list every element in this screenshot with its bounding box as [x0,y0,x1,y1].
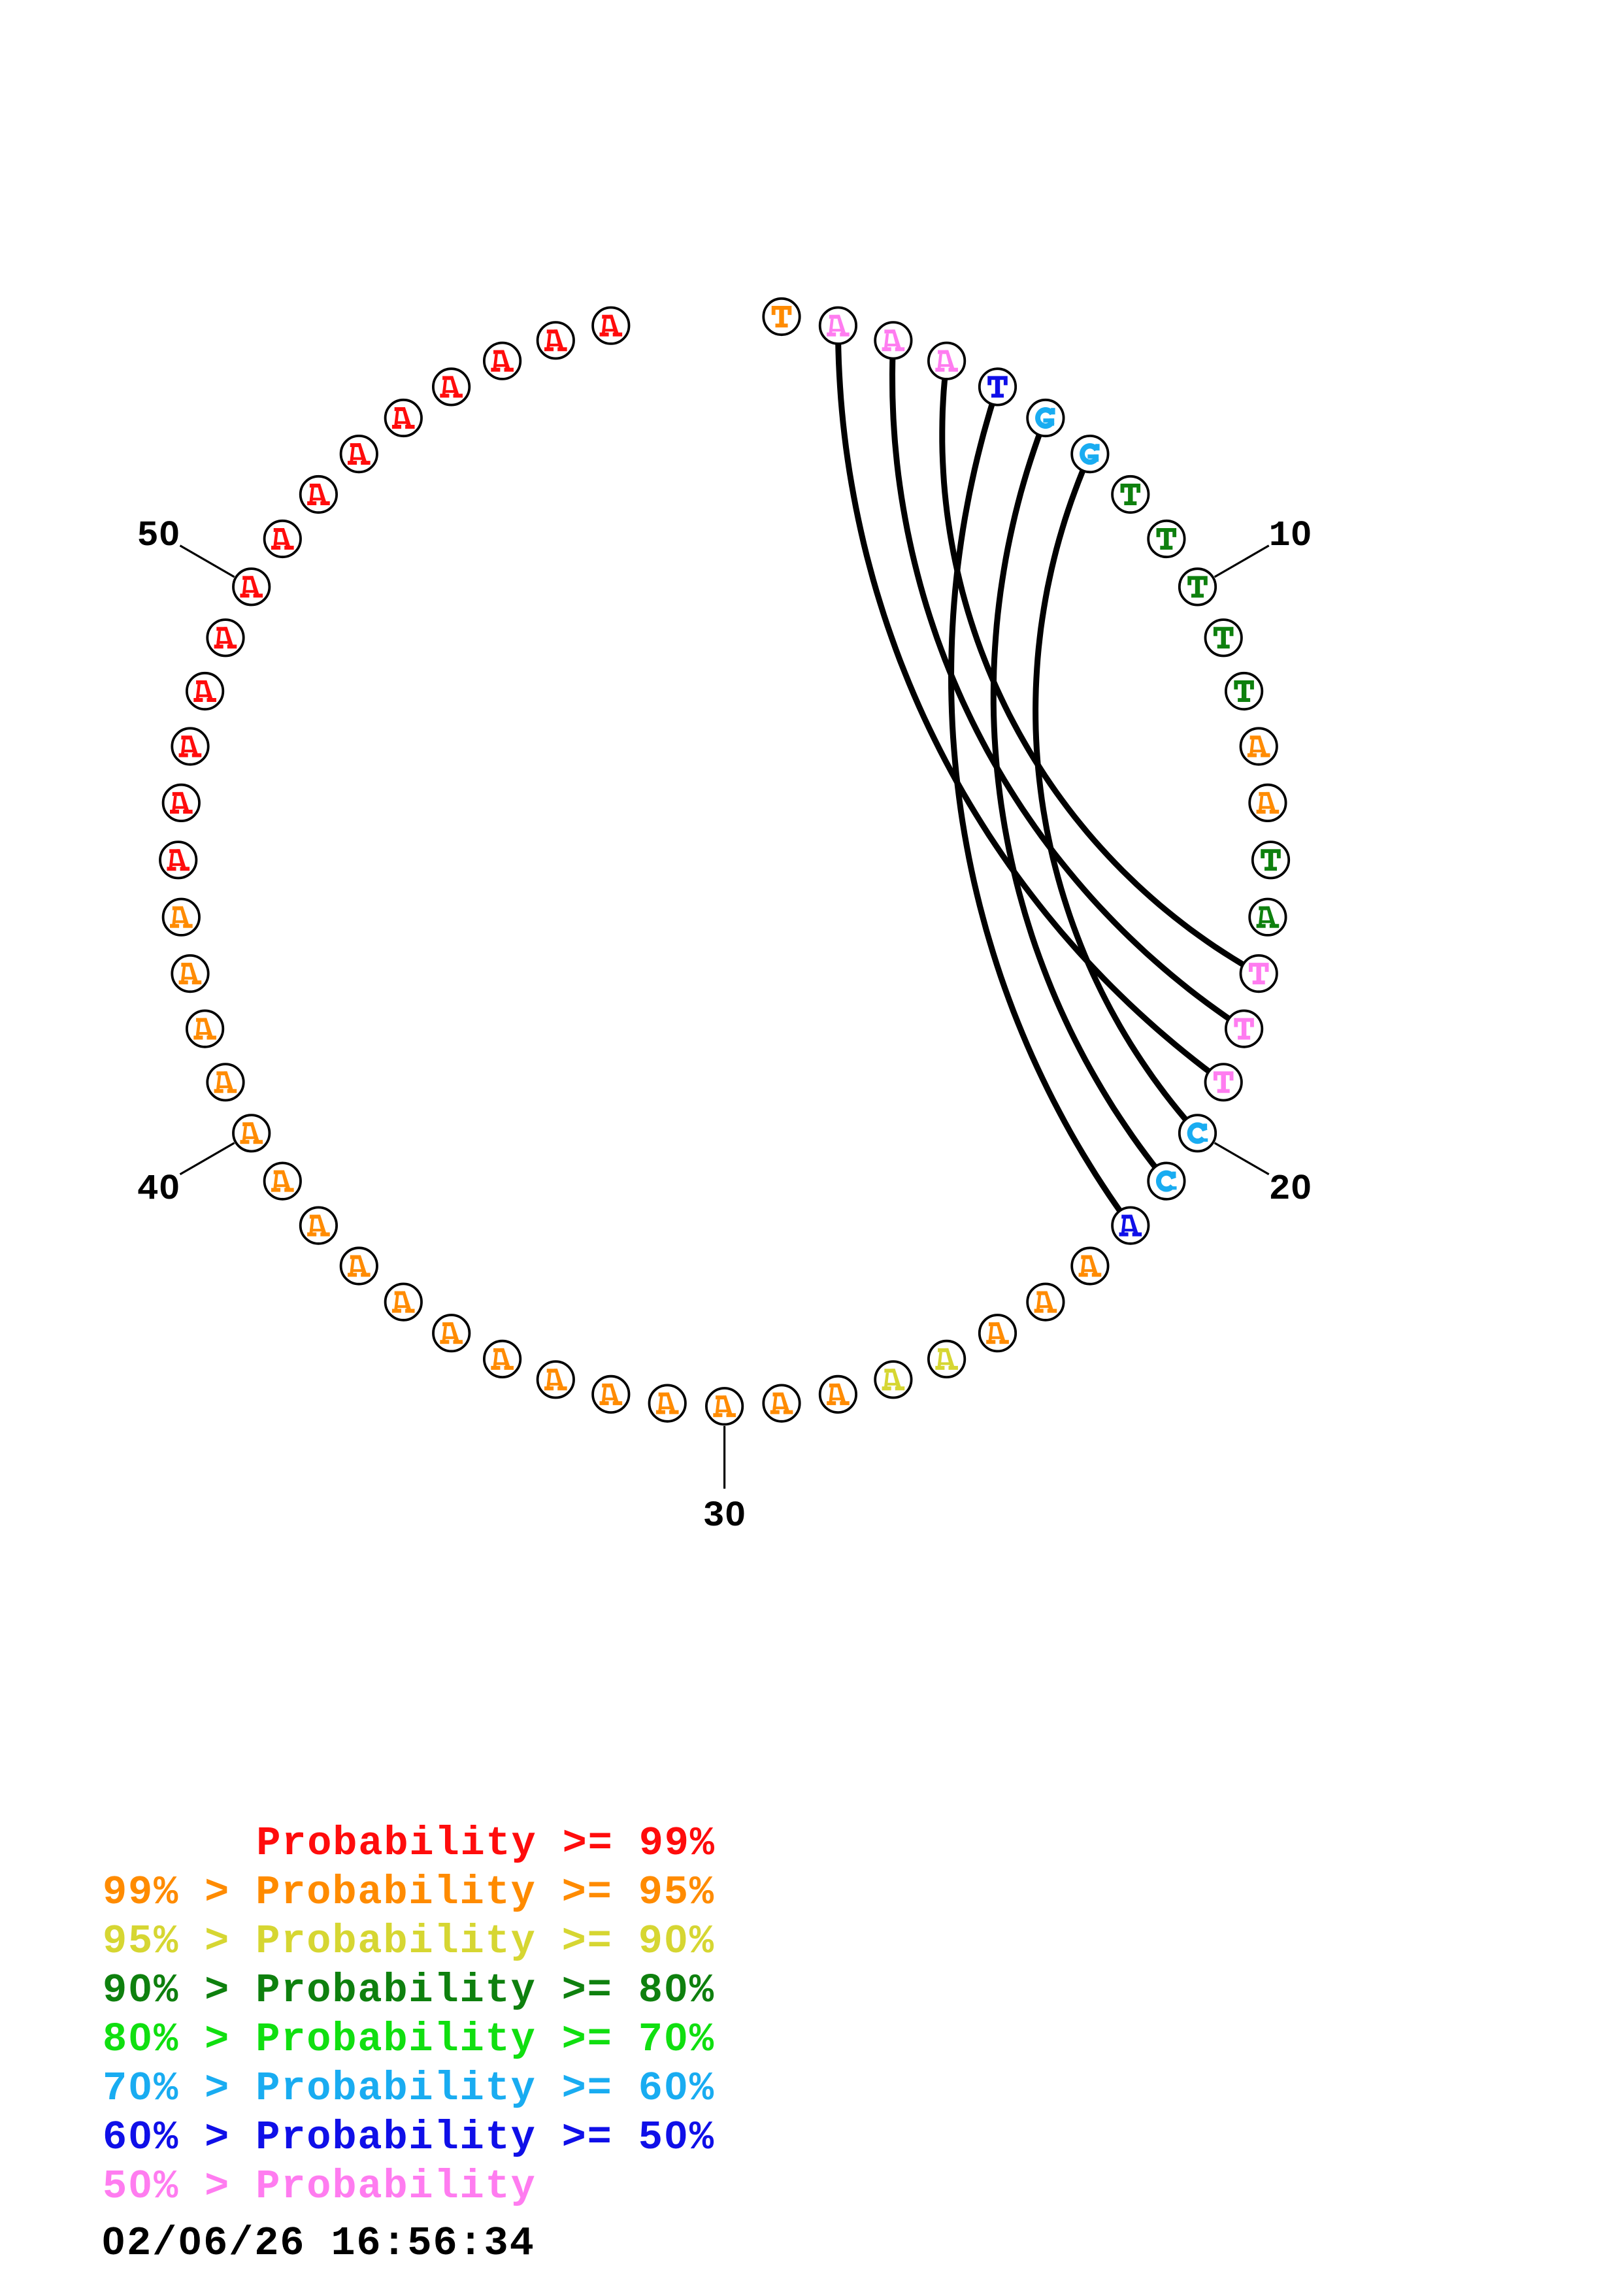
svg-text:99% > Probability >= 95%: 99% > Probability >= 95% [103,1869,715,1916]
svg-text:02/06/26 16:56:34: 02/06/26 16:56:34 [101,2220,535,2267]
svg-text:50% > Probability: 50% > Probability [103,2163,537,2210]
svg-text:Probability >= 99%: Probability >= 99% [256,1820,716,1867]
svg-text:90% > Probability >= 80%: 90% > Probability >= 80% [103,1967,715,2014]
svg-text:30: 30 [703,1495,746,1537]
svg-text:20: 20 [1269,1169,1312,1210]
svg-text:60% > Probability >= 50%: 60% > Probability >= 50% [103,2114,715,2161]
svg-text:50: 50 [137,515,180,556]
svg-text:10: 10 [1269,515,1312,556]
svg-text:80% > Probability >= 70%: 80% > Probability >= 70% [103,2016,715,2063]
svg-text:70% > Probability >= 60%: 70% > Probability >= 60% [103,2065,715,2112]
svg-text:40: 40 [137,1169,180,1210]
svg-text:95% > Probability >= 90%: 95% > Probability >= 90% [103,1918,715,1965]
